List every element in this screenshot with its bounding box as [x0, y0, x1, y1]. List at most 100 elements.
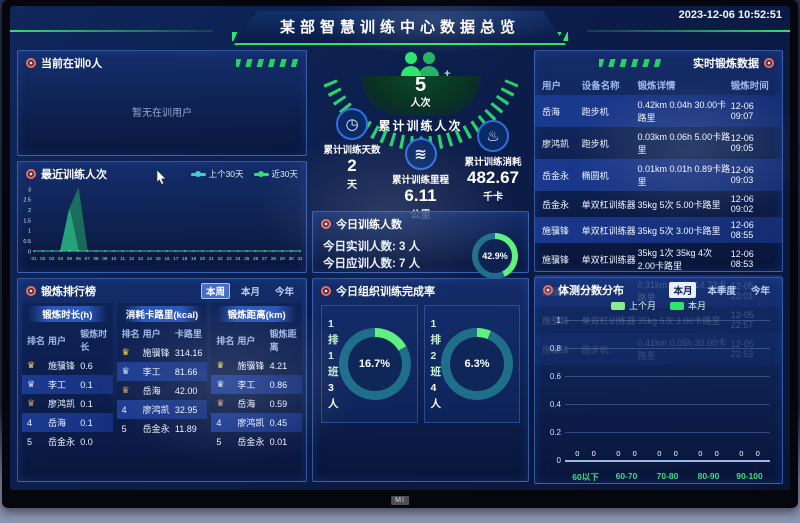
- panel-title: 当前在训0人: [41, 58, 103, 70]
- table-row[interactable]: 5 岳金永 11.89: [121, 423, 197, 435]
- table-row[interactable]: ♛ 岳海 42.00: [121, 385, 198, 396]
- odometer-icon: ≋: [404, 138, 437, 170]
- table-row[interactable]: 施骥锋 单双杠训练器 35kg 1次 35kg 4次 2.00卡路里 12-06 08…: [542, 248, 754, 271]
- ranking-board: 锻炼时长(h) 排名 用户 锻炼时长 ♛ 施骥锋 0.6 ♛ 李工 0.1 ♛ 廖鸿凯 0.1 4 岳海 0.…: [22, 303, 113, 453]
- panel-today-training: 今日训练人数 今日实训人数: 3 人 今日应训人数: 7 人 42: [312, 211, 529, 279]
- svg-text:20: 20: [200, 256, 206, 261]
- tab-今年[interactable]: 今年: [750, 286, 770, 297]
- table-row[interactable]: ♛ 廖鸿凯 0.1: [27, 398, 93, 409]
- cumulative-stats: + 5 人次 累计训练人次 ◷ 累计训练天数 2 天 ≋: [310, 50, 529, 221]
- panel-title: 最近训练人次: [41, 169, 107, 181]
- target-icon: [26, 58, 36, 68]
- target-icon: [321, 219, 331, 229]
- stat-value: 2: [347, 156, 357, 175]
- table-row[interactable]: 5 岳金永 0.01: [216, 436, 288, 448]
- tab-本季度[interactable]: 本季度: [707, 286, 736, 297]
- tab-本周[interactable]: 本周: [200, 283, 230, 299]
- squad1-completion-donut: 16.7%: [338, 328, 411, 400]
- stat-label: 累计训练里程: [391, 175, 449, 186]
- score-categories: 60以下 60-70 70-80 80-90 90-100: [565, 471, 770, 483]
- table-row[interactable]: 岳金永 椭圆机 0.01km 0.01h 0.89卡路里 12-06 09:03: [535, 159, 782, 191]
- org-card-squad2: 1排2班 4 人 6.3%: [423, 305, 520, 423]
- mi-logo: MI: [391, 496, 409, 505]
- medal-icon: ♛: [121, 366, 130, 376]
- score-period-tabs: 本月 本季度 今年: [669, 282, 774, 298]
- tab-今年[interactable]: 今年: [274, 287, 294, 298]
- svg-text:17: 17: [173, 256, 179, 261]
- bar-value-label: 0: [575, 449, 580, 458]
- bar-value-label: 0: [739, 449, 744, 458]
- svg-text:06: 06: [76, 256, 82, 261]
- medal-icon: ♛: [216, 360, 225, 370]
- svg-text:13: 13: [138, 256, 144, 261]
- stat-calories-burned: ♨ 累计训练消耗 482.67 千卡: [451, 120, 535, 203]
- chart-legend: 上个月 本月: [535, 299, 782, 312]
- clock-timestamp: 2023-12-06 10:52:51: [678, 9, 782, 21]
- table-row[interactable]: ♛ 施骥锋 0.6: [27, 360, 93, 371]
- svg-text:31: 31: [297, 256, 303, 261]
- svg-text:08: 08: [94, 256, 100, 261]
- medal-icon: ♛: [216, 379, 225, 389]
- legend-item[interactable]: 本月: [670, 299, 706, 312]
- table-row[interactable]: ♛ 李工 0.1: [22, 375, 113, 394]
- green-dashes-icon: [599, 59, 661, 67]
- tv-frame: 某部智慧训练中心数据总览 2023-12-06 10:52:51 当前在训0人 …: [2, 0, 798, 508]
- chart-legend: 上个30天 近30天: [190, 168, 298, 180]
- total-sessions-unit: 人次: [410, 98, 431, 109]
- table-row[interactable]: 廖鸿凯 跑步机 0.03km 0.06h 5.00卡路里 12-06 09:05: [542, 132, 754, 155]
- svg-text:22: 22: [218, 256, 224, 261]
- table-row[interactable]: 4 岳海 0.1: [22, 413, 113, 432]
- medal-icon: ♛: [27, 360, 36, 370]
- medal-icon: ♛: [27, 398, 36, 408]
- header-line-right: [587, 30, 790, 32]
- target-icon: [321, 286, 331, 296]
- board-group-title: 锻炼时长(h): [28, 306, 107, 322]
- squad2-completion-donut: 6.3%: [441, 328, 513, 400]
- table-row[interactable]: 4 廖鸿凯 0.45: [211, 413, 303, 432]
- table-row[interactable]: ♛ 施骥锋 4.21: [216, 360, 288, 371]
- score-bar-chart[interactable]: 0.2 0.4 0.6 0.8 1 0 0 0 0 0 0 0 0 0 0 0: [550, 316, 770, 468]
- svg-text:2: 2: [28, 208, 31, 214]
- tab-本月[interactable]: 本月: [669, 282, 697, 298]
- ranking-boards: 锻炼时长(h) 排名 用户 锻炼时长 ♛ 施骥锋 0.6 ♛ 李工 0.1 ♛ 廖鸿凯 0.1 4 岳海 0.…: [18, 301, 306, 457]
- legend-swatch-icon: [253, 172, 269, 176]
- table-row[interactable]: 岳海 跑步机 0.42km 0.04h 30.00卡路里 12-06 09:07: [535, 95, 782, 127]
- plus-badge: +: [444, 68, 451, 80]
- bar-value-label: 0: [698, 449, 703, 458]
- bar-value-label: 0: [591, 449, 596, 458]
- table-row[interactable]: ♛ 施骥锋 314.16: [121, 347, 203, 358]
- table-row[interactable]: ♛ 岳海 0.59: [216, 398, 288, 409]
- squad-count: 3 人: [328, 382, 339, 410]
- page-title: 某部智慧训练中心数据总览: [233, 11, 567, 45]
- ranking-board: 消耗卡路里(kcal) 排名 用户 卡路里 ♛ 施骥锋 314.16 ♛ 李工 81.66 ♛ 岳海 4…: [116, 303, 208, 453]
- header-line-left: [10, 30, 213, 32]
- svg-text:03: 03: [49, 256, 55, 261]
- legend-item[interactable]: 上个月: [610, 299, 656, 312]
- legend-item[interactable]: 上个30天: [190, 168, 244, 180]
- medal-icon: ♛: [121, 385, 130, 395]
- legend-item[interactable]: 近30天: [253, 168, 298, 180]
- svg-text:0.5: 0.5: [23, 239, 31, 245]
- table-row[interactable]: 4 廖鸿凯 32.95: [116, 400, 208, 419]
- table-row[interactable]: ♛ 李工 0.86: [211, 375, 303, 394]
- category-label: 60以下: [572, 472, 599, 482]
- svg-text:0: 0: [28, 249, 31, 255]
- category-label: 70-80: [656, 471, 679, 481]
- total-sessions-label: 累计训练人次: [378, 119, 463, 133]
- table-row[interactable]: 施骥锋 单双杠训练器 35kg 5次 3.00卡路里 12-06 08:55: [535, 217, 782, 243]
- table-row[interactable]: 5 岳金永 0.0: [27, 436, 93, 448]
- board-group-title: 锻炼距离(km): [217, 306, 297, 322]
- category-label: 80-90: [697, 471, 720, 481]
- panel-title: 今日组织训练完成率: [336, 286, 435, 298]
- svg-text:3: 3: [28, 187, 31, 193]
- stat-training-days: ◷ 累计训练天数 2 天: [310, 108, 394, 191]
- target-icon: [764, 58, 774, 68]
- tab-本月[interactable]: 本月: [240, 287, 260, 298]
- bar-value-label: 0: [755, 449, 760, 458]
- table-row[interactable]: 岳金永 单双杠训练器 35kg 5次 5.00卡路里 12-06 09:02: [542, 194, 754, 214]
- table-row[interactable]: ♛ 李工 81.66: [116, 362, 208, 381]
- svg-text:1.5: 1.5: [23, 218, 31, 224]
- flame-icon: ♨: [477, 120, 509, 152]
- mouse-cursor-icon: [156, 170, 167, 185]
